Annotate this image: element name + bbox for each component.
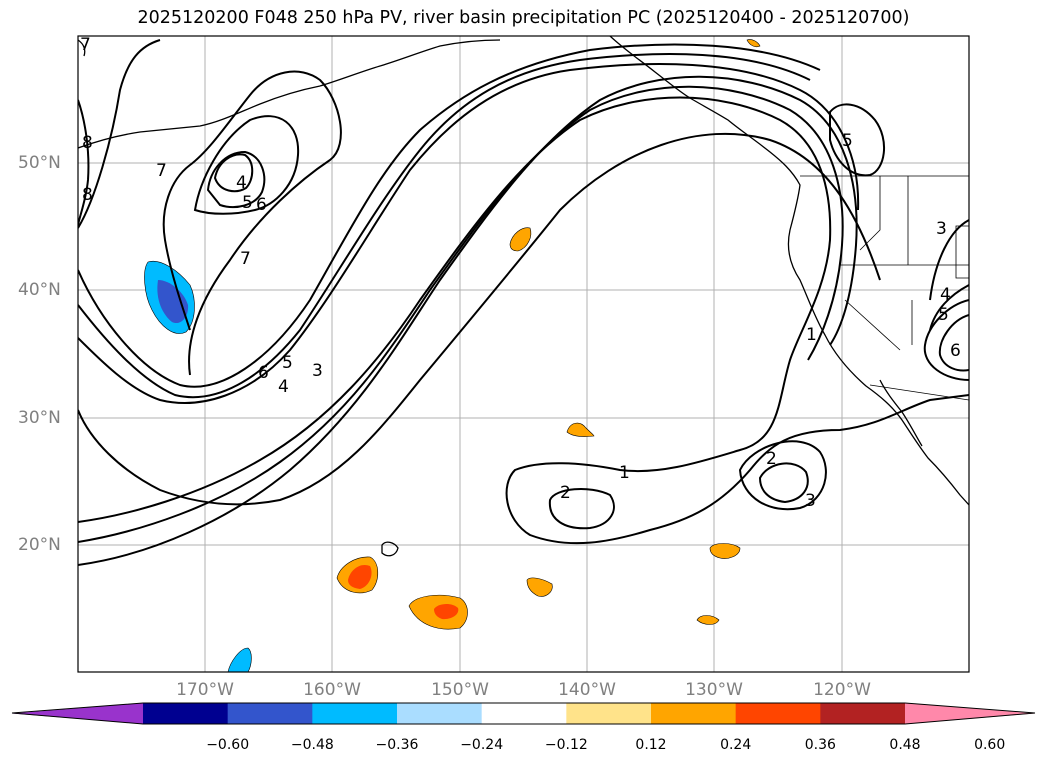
contour-east-4 xyxy=(929,284,969,331)
colorbar-segment xyxy=(143,703,229,724)
lon-label: 160°W xyxy=(303,680,361,700)
contour-label: 6 xyxy=(256,195,267,215)
colorbar-tick-label: 0.12 xyxy=(635,737,667,753)
contour-jet-3 xyxy=(78,75,858,566)
lat-label: 20°N xyxy=(18,535,61,555)
contour-5-loop xyxy=(206,150,266,209)
map-title: 2025120200 F048 250 hPa PV, river basin … xyxy=(137,8,910,28)
contour-jet-5 xyxy=(78,53,811,399)
colorbar xyxy=(11,702,1036,725)
contour-label: 1 xyxy=(806,325,817,345)
colorbar-segment xyxy=(481,703,567,724)
contour-label: 7 xyxy=(156,161,167,181)
contour-4-loop xyxy=(213,153,254,193)
contour-label: 5 xyxy=(282,353,293,373)
contour-label: 6 xyxy=(258,363,269,383)
lon-label: 150°W xyxy=(431,680,489,700)
colorbar-segment xyxy=(735,703,821,724)
alaska-coast xyxy=(319,39,501,87)
lon-label: 170°W xyxy=(176,680,234,700)
positive-anomaly-orange xyxy=(709,543,741,559)
colorbar-segment xyxy=(566,703,652,724)
contour-label: 8 xyxy=(82,133,93,153)
colorbar-tick-label: −0.12 xyxy=(544,737,588,753)
contour-jet-1 xyxy=(78,96,969,545)
gridlines xyxy=(78,36,969,672)
colorbar-extend-low xyxy=(12,703,143,724)
contour-6-loop xyxy=(193,115,300,215)
colorbar-tick-label: −0.36 xyxy=(375,737,419,753)
lat-label: 40°N xyxy=(18,280,61,300)
lon-label: 140°W xyxy=(558,680,616,700)
map-panel: 1 2 2 3 3 3 1 4 4 4 5 5 5 5 6 6 6 7 7 7 … xyxy=(77,35,970,673)
contour-label: 7 xyxy=(80,35,91,55)
colorbar-segment xyxy=(651,703,737,724)
positive-anomaly-orange xyxy=(566,422,595,437)
contour-1-southern xyxy=(78,132,881,506)
contour-label: 5 xyxy=(938,305,949,325)
western-alaska-coast xyxy=(78,39,86,57)
contour-label: 2 xyxy=(766,449,777,469)
contour-east-5 xyxy=(923,299,969,381)
contour-label: 3 xyxy=(805,491,816,511)
positive-anomaly-orange xyxy=(696,615,720,625)
contour-jet-4 xyxy=(78,63,860,404)
map-frame xyxy=(77,35,970,673)
colorbar-tick-label: −0.24 xyxy=(460,737,504,753)
positive-anomaly-orange xyxy=(746,39,761,48)
precip-shading xyxy=(144,39,761,672)
contour-label: 5 xyxy=(242,193,253,213)
colorbar-outline xyxy=(11,702,1036,725)
colorbar-tick-label: 0.24 xyxy=(720,737,752,753)
negative-anomaly-darkblue xyxy=(157,280,189,324)
colorbar-tick-label: −0.60 xyxy=(206,737,250,753)
contour-label: 5 xyxy=(842,131,853,151)
positive-anomaly-red xyxy=(348,564,372,589)
pv-contours xyxy=(78,39,969,566)
hawaii-island xyxy=(381,541,399,557)
contour-label: 3 xyxy=(936,219,947,239)
colorbar-segment xyxy=(397,703,483,724)
colorbar-extend-high xyxy=(905,703,1035,724)
contour-east-3 xyxy=(929,219,969,301)
positive-anomaly-orange xyxy=(526,577,553,597)
contour-label: 1 xyxy=(619,463,630,483)
contour-label: 8 xyxy=(82,185,93,205)
colorbar-tick-label: 0.36 xyxy=(804,737,836,753)
contour-labels: 1 2 2 3 3 3 1 4 4 4 5 5 5 5 6 6 6 7 7 7 … xyxy=(80,35,961,511)
contour-label: 4 xyxy=(278,377,289,397)
negative-anomaly-blue-south xyxy=(227,647,252,672)
coastlines xyxy=(78,36,969,557)
contour-2-loop-east xyxy=(738,440,827,511)
contour-label: 3 xyxy=(312,361,323,381)
colorbar-segment xyxy=(227,703,313,724)
contour-1-outer xyxy=(78,39,161,229)
contour-5-loop-ne xyxy=(829,103,886,177)
positive-anomaly-red xyxy=(434,603,459,620)
lon-label: 130°W xyxy=(685,680,743,700)
contour-label: 6 xyxy=(950,341,961,361)
colorbar-tick-label: 0.48 xyxy=(889,737,921,753)
contour-label: 4 xyxy=(940,285,951,305)
contour-label: 2 xyxy=(560,483,571,503)
lon-label: 120°W xyxy=(813,680,871,700)
contour-west-8 xyxy=(78,99,90,226)
contour-jet-6 xyxy=(78,43,821,388)
lat-label: 30°N xyxy=(18,408,61,428)
colorbar-tick-label: 0.60 xyxy=(974,737,1006,753)
contour-2-loop-central xyxy=(548,488,615,530)
colorbar-segment xyxy=(820,703,906,724)
contour-east-6 xyxy=(938,314,969,372)
positive-anomaly-orange xyxy=(509,227,532,252)
lat-label: 50°N xyxy=(18,153,61,173)
colorbar-segment xyxy=(312,703,398,724)
contour-3-loop-east xyxy=(758,462,809,504)
contour-label: 4 xyxy=(236,173,247,193)
contour-7-loop xyxy=(162,70,342,376)
colorbar-tick-label: −0.48 xyxy=(290,737,334,753)
aleutian-chain xyxy=(78,85,321,149)
contour-label: 7 xyxy=(240,249,251,269)
